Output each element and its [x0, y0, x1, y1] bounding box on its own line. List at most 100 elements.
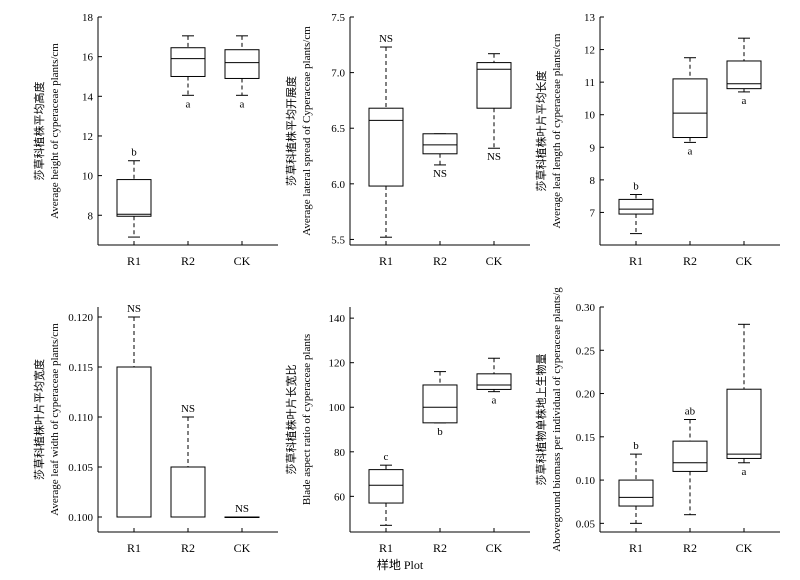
significance-label: NS — [379, 33, 393, 45]
x-tick-label-r1: R1 — [629, 254, 643, 268]
x-tick-label-r1: R1 — [127, 541, 141, 555]
x-tick-label-r1: R1 — [629, 541, 643, 555]
y-tick-label: 0.10 — [576, 475, 596, 487]
x-tick-label-ck: CK — [234, 254, 251, 268]
x-tick-label-ck: CK — [736, 254, 753, 268]
significance-label: b — [633, 181, 639, 193]
significance-label: NS — [433, 168, 447, 180]
y-axis-label-en: Average leaf length of cyperaceae plants… — [551, 33, 563, 228]
y-tick-label: 6.5 — [331, 123, 345, 135]
y-axis-label-en: Average leaf width of cyperaceae plants/… — [49, 323, 61, 516]
x-tick-label-ck: CK — [234, 541, 251, 555]
y-tick-label: 120 — [329, 358, 346, 370]
y-tick-label: 100 — [329, 402, 346, 414]
y-tick-label: 0.05 — [576, 518, 596, 530]
significance-label: a — [240, 98, 245, 110]
box-ck: NS — [224, 503, 260, 518]
x-tick-label-r1: R1 — [379, 541, 393, 555]
significance-label: a — [688, 145, 693, 157]
box-r2: b — [422, 371, 458, 438]
x-tick-label-r2: R2 — [181, 541, 195, 555]
y-tick-label: 16 — [82, 52, 94, 64]
y-tick-label: 7.0 — [331, 68, 345, 80]
y-tick-label: 10 — [584, 110, 596, 122]
box-r2: a — [170, 35, 206, 110]
y-axis-label-cn: 莎草科植物单株地上生物量 — [534, 354, 548, 486]
y-tick-label: 7 — [590, 207, 596, 219]
y-tick-label: 9 — [590, 142, 596, 154]
iqr-box — [672, 78, 708, 139]
iqr-box — [726, 60, 762, 90]
y-tick-label: 8 — [590, 175, 596, 187]
box-r1: NS — [368, 33, 404, 238]
chart-panel-2: 5.5 6.0 6.5 7.0 7.5 R1 R2 CK 莎草科植株平均开展度 Average l… — [284, 12, 530, 268]
significance-label: NS — [127, 303, 141, 315]
iqr-box — [116, 366, 152, 518]
box-r1: c — [368, 451, 404, 526]
y-tick-label: 8 — [88, 210, 94, 222]
significance-label: a — [492, 395, 497, 407]
iqr-box — [170, 47, 206, 77]
y-tick-label: 14 — [82, 91, 94, 103]
x-tick-label-r2: R2 — [181, 254, 195, 268]
y-tick-label: 0.25 — [576, 345, 596, 357]
significance-label: NS — [235, 503, 249, 515]
chart-panel-3: 7 8 9 10 11 12 13 R1 R2 CK 莎草科植株叶片平均长度 Average leaf… — [534, 12, 780, 268]
significance-label: NS — [181, 403, 195, 415]
chart-panel-4: 0.100 0.105 0.110 0.115 0.120 R1 R2 CK 莎草科植株叶片平均… — [32, 303, 278, 555]
iqr-box — [224, 49, 260, 79]
significance-label: a — [186, 98, 191, 110]
iqr-box — [476, 373, 512, 390]
significance-label: c — [384, 451, 389, 463]
x-tick-label-r2: R2 — [683, 541, 697, 555]
iqr-box — [368, 469, 404, 504]
y-tick-label: 0.20 — [576, 389, 596, 401]
y-tick-label: 0.115 — [69, 362, 94, 374]
significance-label: b — [633, 440, 639, 452]
y-axis-label-cn: 莎草科植株叶片长宽比 — [284, 365, 298, 475]
y-tick-label: 0.120 — [68, 312, 93, 324]
y-tick-label: 13 — [584, 12, 596, 24]
y-tick-label: 12 — [82, 131, 93, 143]
y-tick-label: 0.15 — [576, 432, 596, 444]
y-axis-label-en: Aboveground biomass per individual of cy… — [551, 287, 563, 552]
box-r1: b — [618, 440, 654, 524]
y-tick-label: 0.110 — [69, 412, 94, 424]
box-r2: NS — [170, 403, 206, 518]
y-tick-label: 10 — [82, 171, 94, 183]
iqr-box — [368, 107, 404, 187]
y-tick-label: 140 — [329, 313, 346, 325]
x-tick-label-r2: R2 — [433, 254, 447, 268]
x-tick-label-r1: R1 — [127, 254, 141, 268]
box-r1: b — [116, 147, 152, 238]
box-ck: a — [726, 37, 762, 107]
box-r1: b — [618, 181, 654, 235]
y-axis-label-en: Blade aspect ratio of cyperaceae plants — [301, 334, 313, 505]
y-axis-label-cn: 莎草科植株叶片平均长度 — [534, 71, 548, 192]
iqr-box — [170, 466, 206, 518]
x-tick-label-ck: CK — [486, 541, 503, 555]
box-ck: a — [476, 357, 512, 407]
iqr-box — [726, 388, 762, 459]
y-tick-label: 0.100 — [68, 512, 93, 524]
iqr-box — [422, 384, 458, 424]
y-tick-label: 7.5 — [331, 12, 345, 24]
significance-label: ab — [685, 406, 696, 418]
x-tick-label-ck: CK — [486, 254, 503, 268]
y-tick-label: 0.30 — [576, 302, 596, 314]
y-tick-label: 6.0 — [331, 179, 345, 191]
y-axis-label-cn: 莎草科植株平均开展度 — [284, 76, 298, 186]
y-tick-label: 5.5 — [331, 234, 345, 246]
significance-label: a — [742, 95, 747, 107]
x-tick-label-r2: R2 — [433, 541, 447, 555]
y-axis-label-cn: 莎草科植株叶片平均宽度 — [32, 359, 46, 480]
y-tick-label: 60 — [334, 491, 346, 503]
box-r2: ab — [672, 406, 708, 516]
box-r2: a — [672, 57, 708, 157]
y-tick-label: 0.105 — [68, 462, 93, 474]
iqr-box — [672, 440, 708, 472]
chart-panel-5: 60 80 100 120 140 R1 R2 CK 莎草科植株叶片长宽比 Blade aspec… — [284, 307, 530, 555]
box-ck: a — [224, 35, 260, 110]
y-axis-label-cn: 莎草科植株平均高度 — [32, 82, 46, 181]
